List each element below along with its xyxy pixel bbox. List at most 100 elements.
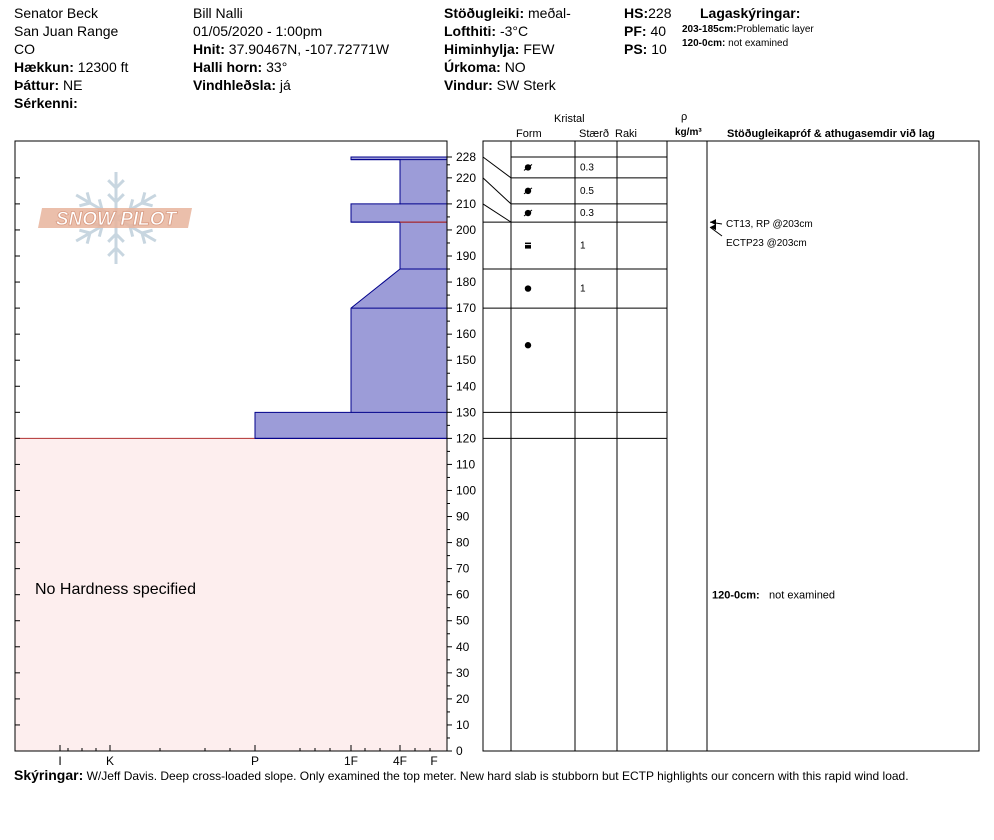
depth-tick-label: 40 [456, 640, 470, 654]
wind: Vindur: SW Sterk [444, 76, 556, 94]
snowflake-branch [85, 232, 92, 245]
hs-value: 228 [648, 5, 672, 21]
hardness-tick-label: 4F [393, 754, 407, 768]
snowflake-branch [140, 232, 147, 245]
wind-loading: Vindhleðsla: já [193, 76, 291, 94]
legend-text: Problematic layer [736, 24, 814, 35]
grain-lead-line [482, 177, 512, 205]
elevation: Hækkun: 12300 ft [14, 58, 128, 76]
penetration-ski: PS: 10 [624, 40, 667, 58]
hs-label: HS: [624, 5, 649, 21]
coords-value: 37.90467N, -107.72771W [228, 41, 390, 57]
depth-tick-label: 50 [456, 614, 470, 628]
depth-tick-label: 100 [456, 483, 476, 497]
precip-label: Úrkoma: [444, 59, 501, 75]
air-temp-value: -3°C [499, 23, 529, 39]
snowpilot-logo: SNOW PILOT [38, 172, 192, 264]
snow-height: HS:228 [624, 4, 671, 22]
form-header: Form [516, 128, 542, 140]
snowflake-branch [79, 228, 91, 235]
observer: Bill Nalli [193, 5, 243, 21]
rounded-grain-icon [524, 342, 532, 349]
depth-tick-label: 180 [456, 275, 476, 289]
air-temp: Lofthiti: -3°C [444, 22, 528, 40]
grain-size: 0.3 [580, 208, 594, 219]
rounded-faceted-grain-icon [525, 242, 531, 249]
hardness-profile [254, 156, 448, 439]
aspect-label: Þáttur: [14, 77, 60, 93]
legend-text: not examined [728, 38, 789, 49]
location-name: Senator Beck [14, 5, 99, 21]
grain-slash [523, 187, 533, 195]
grain-table-border [482, 140, 980, 752]
density-unit-header: kg/m³ [675, 127, 702, 138]
air-temp-label: Lofthiti: [444, 23, 497, 39]
snowflake-branch [141, 228, 153, 235]
depth-tick-label: 0 [456, 744, 463, 758]
legend-key: 120-0cm: [682, 38, 726, 49]
snowflake-branch [107, 246, 118, 257]
grain-slash [523, 209, 533, 217]
stability-label: Stöðugleiki: [444, 5, 525, 21]
test-pointer-arrow [710, 219, 716, 226]
slope-label: Halli horn: [193, 59, 263, 75]
grain-size: 1 [580, 284, 586, 295]
wind-value: SW Sterk [496, 77, 556, 93]
layer-comment-text: not examined [769, 590, 835, 602]
coordinates: Hnit: 37.90467N, -107.72771W [193, 40, 389, 58]
depth-tick-label: 30 [456, 666, 470, 680]
depth-tick-label: 110 [456, 457, 475, 471]
depth-tick-label: 20 [456, 692, 470, 706]
stability: Stöðugleiki: meðal- [444, 4, 571, 22]
snowflake-branch [107, 179, 118, 190]
kristal-header: Kristal [554, 113, 585, 125]
elevation-value: 12300 ft [77, 59, 129, 75]
moisture-header: Raki [615, 128, 638, 140]
depth-tick-label: 90 [456, 510, 470, 524]
legend-title: Lagaskýringar: [700, 5, 801, 21]
snowflake-branch [114, 193, 125, 204]
legend-item: 120-0cm: not examined [682, 37, 788, 50]
depth-tick-label: 60 [456, 588, 470, 602]
tests-header: Stöðugleikapróf & athugasemdir við lag [727, 128, 935, 140]
stability-test-label: ECTP23 @203cm [726, 238, 807, 249]
depth-tick-label: 150 [456, 353, 476, 367]
depth-tick-label: 200 [456, 223, 476, 237]
snowflake-branch [114, 179, 125, 190]
stability-value: meðal- [528, 5, 571, 21]
ps-label: PS: [624, 41, 648, 57]
rounded-grain-icon [524, 285, 532, 292]
hardness-panel: I K P 1F 4F F [14, 140, 448, 768]
mountain-range: San Juan Range [14, 23, 119, 39]
elevation-label: Hækkun: [14, 59, 74, 75]
depth-tick-label: 228 [456, 150, 476, 164]
comments-text: W/Jeff Davis. Deep cross-loaded slope. O… [86, 769, 909, 783]
ps-value: 10 [651, 41, 667, 57]
hardness-tick-label: P [251, 754, 259, 768]
pf-label: PF: [624, 23, 647, 39]
aspect-value: NE [63, 77, 83, 93]
grain-table: 0.3 0.5 0.3 1 1 [482, 140, 980, 752]
rho-header: ρ [681, 111, 688, 123]
precip-value: NO [504, 59, 526, 75]
observation-datetime: 01/05/2020 - 1:00pm [193, 23, 323, 39]
stability-test-label: CT13, RP @203cm [726, 219, 813, 230]
test-pointer-line [709, 226, 723, 237]
depth-tick-label: 130 [456, 405, 476, 419]
depth-tick-label: 190 [456, 249, 476, 263]
sky-cover: Himinhylja: FEW [444, 40, 554, 58]
size-header: Stærð [579, 128, 609, 140]
wind-loading-value: já [279, 77, 291, 93]
depth-tick-label: 120 [456, 431, 476, 445]
stability-tests: CT13, RP @203cm ECTP23 @203cm 120-0cm: not … [709, 219, 835, 602]
depth-tick-label: 210 [456, 197, 476, 211]
grain-lead-line [482, 156, 512, 179]
depth-tick-label: 10 [456, 718, 470, 732]
snowflake-branch [114, 232, 125, 243]
snowflake-branch [140, 191, 147, 204]
penetration-foot: PF: 40 [624, 22, 666, 40]
grain-size: 0.3 [580, 162, 594, 173]
wind-label: Vindur: [444, 77, 493, 93]
depth-tick-label: 80 [456, 536, 470, 550]
features: Sérkenni: [14, 94, 78, 112]
